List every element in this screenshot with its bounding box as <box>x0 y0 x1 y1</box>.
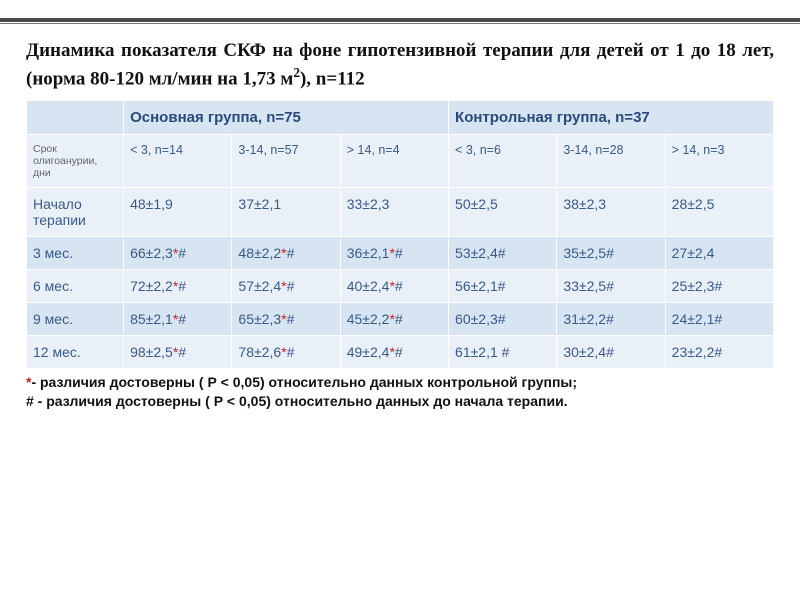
data-cell: 25±2,3# <box>665 269 773 302</box>
data-cell: 37±2,1 <box>232 187 340 236</box>
table-row: 9 мес.85±2,1*#65±2,3*#45±2,2*#60±2,3#31±… <box>27 302 774 335</box>
data-cell: 65±2,3*# <box>232 302 340 335</box>
subcol-m1: < 3, n=14 <box>124 134 232 187</box>
footnotes: *- различия достоверны ( Р < 0,05) относ… <box>26 373 774 412</box>
data-cell: 61±2,1 # <box>449 335 557 368</box>
row-label: 6 мес. <box>27 269 124 302</box>
subcol-c2: 3-14, n=28 <box>557 134 665 187</box>
data-cell: 31±2,2# <box>557 302 665 335</box>
header-main-group: Основная группа, n=75 <box>124 100 449 134</box>
data-cell: 33±2,3 <box>340 187 448 236</box>
data-cell: 56±2,1# <box>449 269 557 302</box>
data-cell: 23±2,2# <box>665 335 773 368</box>
table-row: 6 мес.72±2,2*#57±2,4*#40±2,4*#56±2,1#33±… <box>27 269 774 302</box>
slide-title: Динамика показателя СКФ на фоне гипотенз… <box>26 38 774 92</box>
footnote-hash: # - различия достоверны ( Р < 0,05) отно… <box>26 392 774 412</box>
data-cell: 78±2,6*# <box>232 335 340 368</box>
data-cell: 33±2,5# <box>557 269 665 302</box>
data-cell: 38±2,3 <box>557 187 665 236</box>
row-label: 3 мес. <box>27 236 124 269</box>
top-rule-thick <box>0 18 800 22</box>
footnote-star: *- различия достоверны ( Р < 0,05) относ… <box>26 373 774 393</box>
data-cell: 48±1,9 <box>124 187 232 236</box>
row-label: 9 мес. <box>27 302 124 335</box>
data-table: Основная группа, n=75 Контрольная группа… <box>26 100 774 369</box>
data-cell: 48±2,2*# <box>232 236 340 269</box>
header-row-groups: Основная группа, n=75 Контрольная группа… <box>27 100 774 134</box>
subcol-c3: > 14, n=3 <box>665 134 773 187</box>
hash-symbol: # <box>26 393 34 409</box>
data-cell: 50±2,5 <box>449 187 557 236</box>
table-row: 12 мес.98±2,5*#78±2,6*#49±2,4*#61±2,1 #3… <box>27 335 774 368</box>
header-control-group: Контрольная группа, n=37 <box>449 100 774 134</box>
table-body: Начало терапии48±1,937±2,133±2,350±2,538… <box>27 187 774 368</box>
data-cell: 24±2,1# <box>665 302 773 335</box>
data-cell: 36±2,1*# <box>340 236 448 269</box>
data-cell: 40±2,4*# <box>340 269 448 302</box>
subcol-m3: > 14, n=4 <box>340 134 448 187</box>
header-blank <box>27 100 124 134</box>
footnote-hash-text: - различия достоверны ( Р < 0,05) относи… <box>34 393 568 409</box>
data-cell: 66±2,3*# <box>124 236 232 269</box>
subcol-m2: 3-14, n=57 <box>232 134 340 187</box>
table-row: Начало терапии48±1,937±2,133±2,350±2,538… <box>27 187 774 236</box>
row-label: 12 мес. <box>27 335 124 368</box>
subcol-c1: < 3, n=6 <box>449 134 557 187</box>
data-cell: 53±2,4# <box>449 236 557 269</box>
footnote-star-text: - различия достоверны ( Р < 0,05) относи… <box>31 374 577 390</box>
table-row: 3 мес.66±2,3*#48±2,2*#36±2,1*#53±2,4#35±… <box>27 236 774 269</box>
data-cell: 98±2,5*# <box>124 335 232 368</box>
header-row-sub: Срок олигоанурии, дни < 3, n=14 3-14, n=… <box>27 134 774 187</box>
slide-body: Динамика показателя СКФ на фоне гипотенз… <box>0 38 800 420</box>
data-cell: 49±2,4*# <box>340 335 448 368</box>
sub-row-label: Срок олигоанурии, дни <box>27 134 124 187</box>
row-label: Начало терапии <box>27 187 124 236</box>
data-cell: 35±2,5# <box>557 236 665 269</box>
data-cell: 85±2,1*# <box>124 302 232 335</box>
data-cell: 45±2,2*# <box>340 302 448 335</box>
top-rule-thin <box>0 23 800 24</box>
data-cell: 72±2,2*# <box>124 269 232 302</box>
data-cell: 28±2,5 <box>665 187 773 236</box>
data-cell: 60±2,3# <box>449 302 557 335</box>
data-cell: 57±2,4*# <box>232 269 340 302</box>
data-cell: 30±2,4# <box>557 335 665 368</box>
data-cell: 27±2,4 <box>665 236 773 269</box>
